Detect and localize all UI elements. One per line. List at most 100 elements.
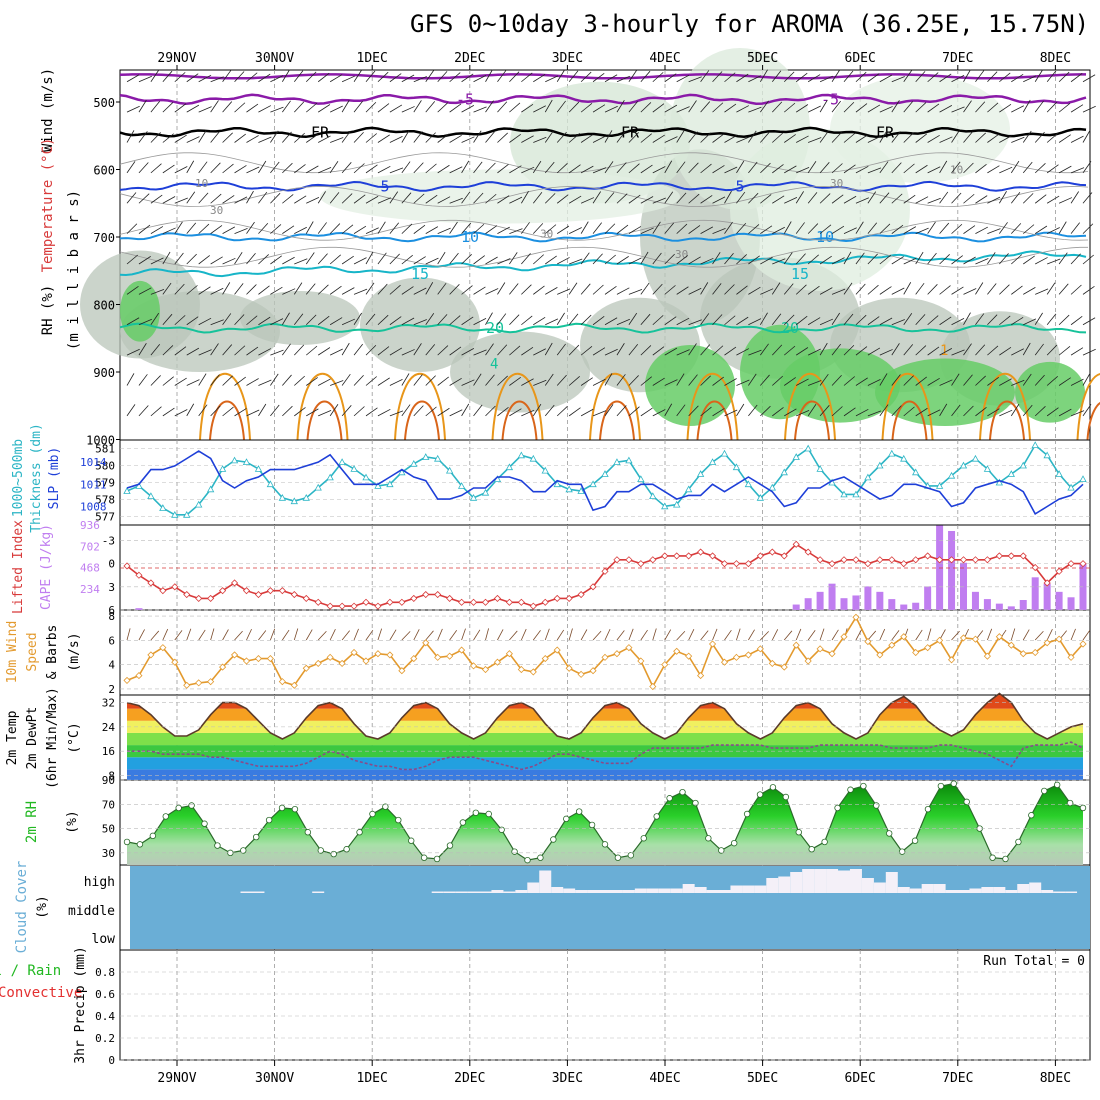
ylabel-cloud: Cloud Cover bbox=[14, 861, 30, 954]
bl-arch-outer-3 bbox=[491, 372, 544, 440]
barb-33-875 bbox=[521, 346, 534, 356]
tick-panels.cape.left_ticks-2: 3 bbox=[108, 581, 115, 594]
barb-29-920 bbox=[473, 373, 482, 386]
barb-15-920 bbox=[306, 377, 318, 386]
barb-6-695 bbox=[198, 223, 210, 234]
barb-9-920 bbox=[234, 376, 246, 386]
barb-55-605 bbox=[784, 165, 797, 174]
barb-29-740 bbox=[473, 255, 485, 265]
barb-41-605 bbox=[616, 162, 627, 174]
barb-8-695 bbox=[222, 226, 236, 234]
rh-green-5 bbox=[1015, 361, 1085, 423]
rh-shade-11 bbox=[320, 169, 680, 224]
rh-pt-22 bbox=[408, 837, 415, 844]
barb-27-695 bbox=[449, 221, 458, 234]
barb-33-605 bbox=[521, 166, 535, 174]
bl-arch-inner-6 bbox=[794, 400, 830, 440]
barb-69-965 bbox=[951, 404, 961, 417]
barb-68-965 bbox=[939, 403, 948, 417]
barb-26-695 bbox=[437, 227, 451, 234]
barb-53-560 bbox=[760, 131, 770, 143]
y-axis-labels: Wind (m/s)Temperature (°C)RH (%) (m i l l… bbox=[0, 68, 88, 1064]
barb-21-560 bbox=[377, 134, 390, 143]
wind-speed-pt-7 bbox=[207, 678, 215, 686]
barb-25-470 bbox=[425, 70, 435, 82]
barb-57-920 bbox=[808, 380, 822, 386]
barb-22-920 bbox=[389, 379, 403, 386]
barb-3-515 bbox=[162, 102, 174, 113]
wind-speed-pt-30 bbox=[481, 665, 490, 674]
barb-14-560 bbox=[294, 132, 305, 143]
wind-speed-pt-71 bbox=[971, 635, 980, 643]
barb-51-740 bbox=[736, 254, 747, 265]
cape-bar-71 bbox=[971, 591, 979, 610]
barb-3-470 bbox=[162, 70, 173, 83]
barb-11-965 bbox=[258, 403, 267, 417]
barb-8-965 bbox=[222, 406, 234, 417]
barb-80-560 bbox=[1082, 130, 1091, 143]
barb-47-740 bbox=[688, 256, 701, 265]
barb-15-470 bbox=[305, 71, 317, 83]
barb-29-695 bbox=[473, 223, 485, 234]
thickness-pt-34 bbox=[529, 454, 537, 462]
thickness-pt-72 bbox=[983, 465, 992, 472]
barb-2-605 bbox=[150, 163, 162, 174]
barb-2-830 bbox=[150, 312, 160, 325]
barb-49-920 bbox=[712, 376, 724, 386]
barb-49-965 bbox=[712, 408, 725, 417]
barb-48-920 bbox=[700, 375, 711, 386]
barb-43-785 bbox=[640, 282, 650, 295]
barb-58-875 bbox=[819, 342, 828, 356]
barb-61-515 bbox=[855, 103, 868, 113]
thickness-pt-61 bbox=[852, 490, 860, 498]
wind-barb-1 bbox=[138, 629, 145, 641]
rh-pt-5 bbox=[188, 802, 195, 809]
barb-37-470 bbox=[568, 70, 579, 83]
wind-speed-pt-77 bbox=[1043, 639, 1051, 647]
barb-8-875 bbox=[222, 344, 233, 356]
barb-77-920 bbox=[1046, 376, 1058, 386]
barb-73-830 bbox=[999, 315, 1011, 326]
barb-62-560 bbox=[867, 136, 881, 143]
wind-barb-21 bbox=[377, 628, 383, 641]
wind-speed-pt-48 bbox=[697, 672, 705, 680]
wind-barb-39 bbox=[592, 630, 602, 641]
barb-50-470 bbox=[724, 72, 736, 83]
barb-42-965 bbox=[628, 406, 640, 417]
thickness-pt-64 bbox=[888, 449, 896, 457]
rh-pt-59 bbox=[886, 830, 893, 837]
barb-41-560 bbox=[616, 131, 626, 143]
barb-54-605 bbox=[772, 164, 784, 174]
barb-52-965 bbox=[748, 404, 758, 417]
barb-40-605 bbox=[604, 161, 614, 174]
barb-34-605 bbox=[532, 160, 542, 174]
barb-74-785 bbox=[1011, 285, 1023, 295]
barb-24-650 bbox=[413, 193, 425, 204]
cloud-high-59 bbox=[826, 869, 839, 893]
wind-speed-pt-23 bbox=[398, 667, 406, 675]
ylabel-cloud-unit: (%) bbox=[35, 895, 50, 918]
barb-61-560 bbox=[855, 134, 868, 143]
barb-69-605 bbox=[951, 161, 961, 174]
barb-0-470 bbox=[126, 74, 140, 83]
ylabel-temp1: 2m Temp bbox=[5, 710, 20, 765]
thickness-pt-16 bbox=[314, 483, 322, 491]
barb-51-875 bbox=[736, 348, 749, 356]
barb-70-650 bbox=[963, 193, 975, 204]
barb-46-965 bbox=[676, 404, 686, 417]
wind-barb-17 bbox=[329, 629, 336, 641]
barb-55-470 bbox=[783, 71, 795, 83]
barb-13-875 bbox=[282, 343, 291, 356]
barb-69-650 bbox=[951, 192, 962, 204]
lifted-index-pt-29 bbox=[469, 598, 478, 606]
lifted-index-pt-19 bbox=[350, 602, 358, 610]
cloud-high-51 bbox=[730, 885, 743, 893]
barb-49-605 bbox=[712, 165, 725, 174]
barb-1-740 bbox=[138, 256, 151, 265]
barb-3-965 bbox=[162, 407, 175, 417]
barb-7-605 bbox=[210, 162, 221, 174]
barb-5-650 bbox=[186, 191, 196, 204]
cape-bar-56 bbox=[792, 604, 800, 610]
barb-47-875 bbox=[688, 343, 697, 356]
lifted-index-pt-46 bbox=[673, 552, 681, 560]
